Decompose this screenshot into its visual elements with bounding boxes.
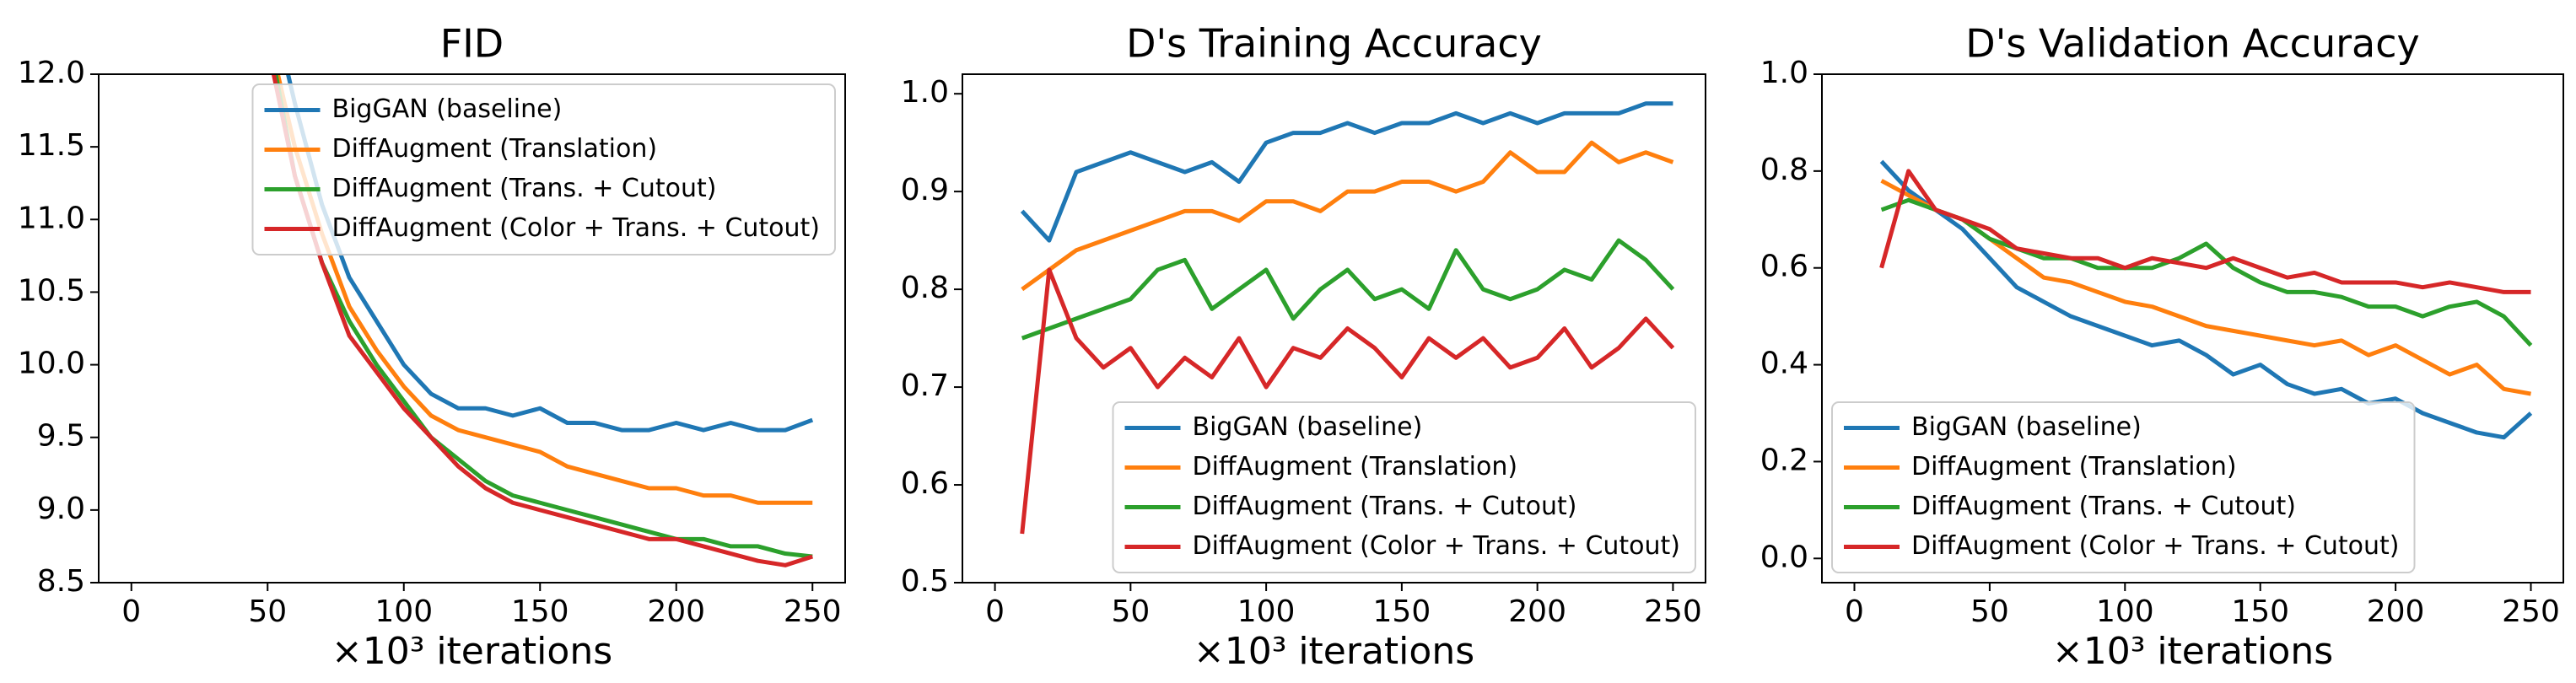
legend-box: [1112, 401, 1696, 573]
y-tick-label: 11.5: [18, 128, 85, 163]
x-tick-label: 100: [375, 594, 433, 629]
series-line: [1020, 267, 1675, 535]
legend-label: BigGAN (baseline): [1193, 412, 1423, 442]
legend-label: BigGAN (baseline): [1911, 412, 2142, 442]
x-tick-label: 150: [511, 594, 569, 629]
series-line: [1020, 101, 1673, 243]
x-tick-label: 200: [1508, 594, 1566, 629]
x-tick-label: 250: [784, 594, 842, 629]
series-line: [1021, 140, 1674, 292]
series-line: [1879, 159, 2533, 440]
chart-title: D's Training Accuracy: [1126, 21, 1542, 67]
series-line: [273, 74, 813, 559]
plot-area: [1879, 159, 2533, 440]
x-tick-label: 150: [1373, 594, 1431, 629]
panel: D's Training Accuracy ×10³ iterations 0.5 0…: [901, 21, 1706, 673]
y-tick-label: 1.0: [1760, 56, 1808, 90]
y-tick-label: 9.0: [37, 492, 85, 526]
y-tick-label: 0.6: [1760, 250, 1808, 284]
x-axis-label: ×10³ iterations: [2052, 630, 2333, 673]
series-line: [1021, 238, 1675, 341]
y-tick-label: 0.6: [901, 466, 949, 501]
x-axis-label: ×10³ iterations: [331, 630, 612, 673]
y-tick-label: 9.5: [37, 419, 85, 454]
axes-frame: [962, 73, 1706, 584]
axes-frame: [1821, 73, 2564, 584]
y-tick-label: 0.7: [901, 368, 949, 403]
x-axis-label: ×10³ iterations: [1194, 630, 1474, 673]
legend: BigGAN (baseline) DiffAugment (Translatio…: [251, 83, 836, 255]
legend-label: DiffAugment (Color + Trans. + Cutout): [332, 213, 821, 243]
x-tick-label: 100: [2096, 594, 2154, 629]
x-tick-label: 250: [2502, 594, 2560, 629]
axes-frame: [98, 73, 846, 584]
legend: BigGAN (baseline) DiffAugment (Translatio…: [1112, 401, 1696, 573]
legend-label: DiffAugment (Translation): [1911, 452, 2237, 481]
x-tick-label: 250: [1644, 594, 1702, 629]
legend-label: DiffAugment (Trans. + Cutout): [1193, 492, 1577, 521]
y-tick-label: 11.0: [18, 201, 85, 235]
legend-box: [1831, 401, 2416, 573]
legend: BigGAN (baseline) DiffAugment (Translatio…: [1831, 401, 2416, 573]
legend-label: DiffAugment (Color + Trans. + Cutout): [1193, 531, 1681, 561]
panel: FID ×10³ iterations 8.5 9.0 9.5 10.0 10.5 11.0 1…: [18, 21, 846, 673]
y-tick-label: 0.9: [901, 173, 949, 207]
plot-area: [1020, 101, 1675, 535]
y-tick-label: 0.5: [901, 564, 949, 599]
plot-area: [271, 74, 814, 567]
x-tick-label: 0: [1845, 594, 1864, 629]
panel: D's Validation Accuracy ×10³ iterations 0.…: [1760, 21, 2564, 673]
legend-label: DiffAugment (Trans. + Cutout): [1911, 492, 2296, 521]
x-tick-label: 200: [2367, 594, 2425, 629]
x-tick-label: 0: [121, 594, 141, 629]
x-tick-label: 50: [1111, 594, 1150, 629]
x-tick-label: 150: [2231, 594, 2289, 629]
y-tick-label: 8.5: [37, 564, 85, 599]
series-line: [1880, 197, 2533, 347]
y-tick-label: 0.8: [901, 271, 949, 305]
chart-title: FID: [440, 21, 504, 67]
x-tick-label: 50: [1970, 594, 2009, 629]
chart-title: D's Validation Accuracy: [1965, 21, 2419, 67]
series-line: [271, 74, 814, 567]
x-tick-label: 50: [248, 594, 287, 629]
y-tick-label: 0.0: [1760, 540, 1808, 574]
legend-label: DiffAugment (Translation): [1193, 452, 1518, 481]
legend-box: [251, 83, 836, 255]
y-tick-label: 1.0: [901, 75, 949, 110]
legend-label: BigGAN (baseline): [332, 94, 563, 124]
series-line: [275, 74, 813, 505]
legend-label: DiffAugment (Translation): [332, 134, 658, 164]
y-tick-label: 0.2: [1760, 443, 1808, 477]
legend-label: DiffAugment (Color + Trans. + Cutout): [1911, 531, 2400, 561]
series-line: [1879, 169, 2531, 294]
x-tick-label: 200: [647, 594, 705, 629]
y-tick-label: 0.4: [1760, 347, 1808, 381]
x-tick-label: 0: [985, 594, 1005, 629]
y-tick-label: 0.8: [1760, 153, 1808, 187]
y-tick-label: 10.5: [18, 273, 85, 308]
y-tick-label: 12.0: [18, 56, 85, 90]
series-line: [285, 74, 814, 433]
legend-label: DiffAugment (Trans. + Cutout): [332, 174, 717, 203]
y-tick-label: 10.0: [18, 347, 85, 381]
x-tick-label: 100: [1237, 594, 1296, 629]
